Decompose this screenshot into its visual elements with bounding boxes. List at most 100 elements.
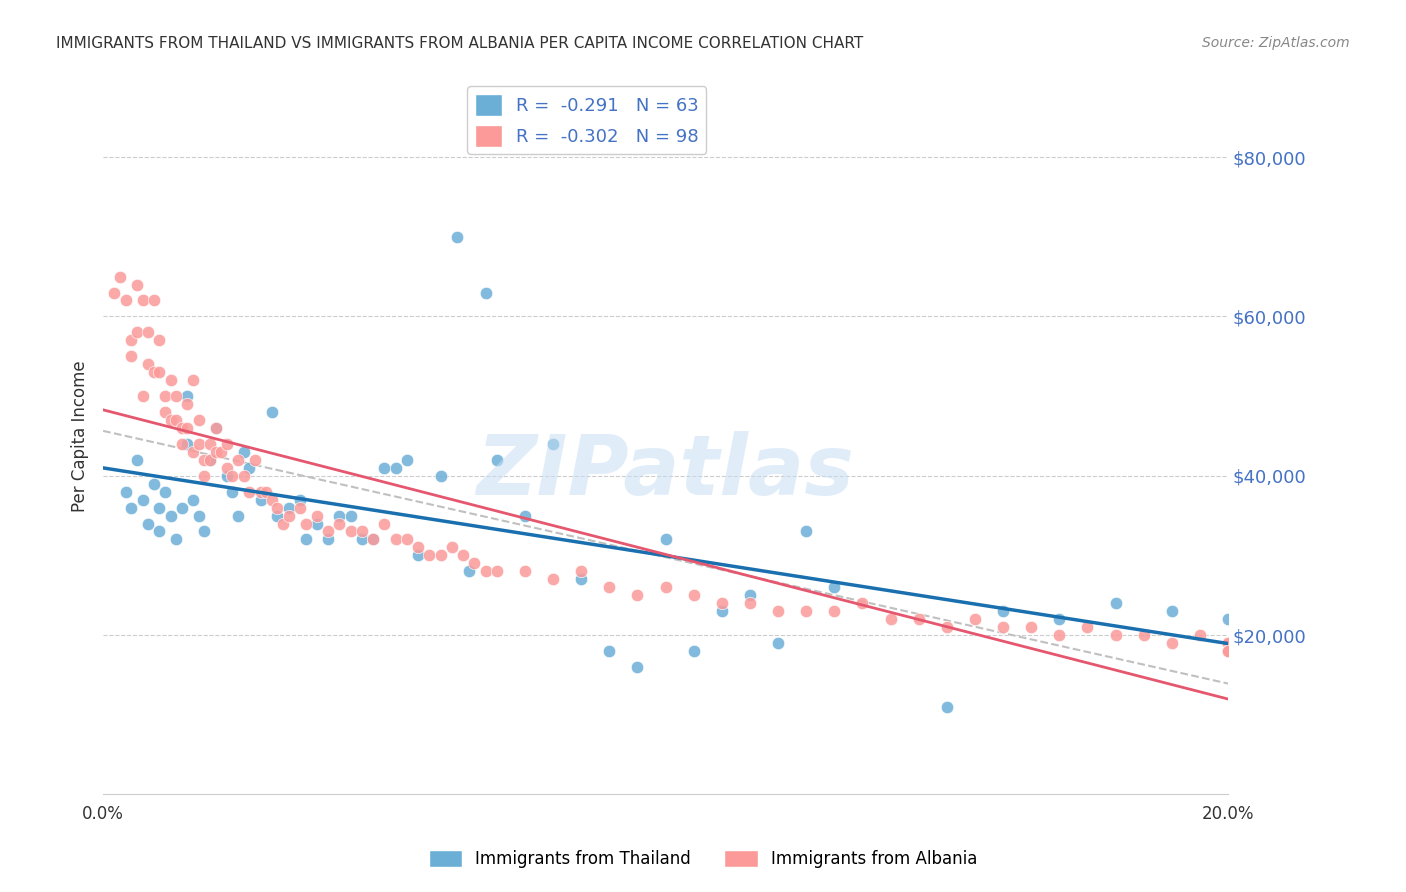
- Point: [238, 484, 260, 499]
- Text: ZIPatlas: ZIPatlas: [477, 431, 855, 512]
- Point: [710, 604, 733, 618]
- Point: [165, 389, 187, 403]
- Point: [176, 421, 198, 435]
- Point: [288, 492, 311, 507]
- Point: [1216, 644, 1239, 658]
- Point: [350, 524, 373, 539]
- Point: [120, 349, 142, 363]
- Point: [260, 405, 283, 419]
- Point: [108, 269, 131, 284]
- Point: [766, 604, 789, 618]
- Point: [170, 437, 193, 451]
- Point: [165, 533, 187, 547]
- Point: [148, 365, 170, 379]
- Point: [114, 484, 136, 499]
- Point: [350, 533, 373, 547]
- Point: [260, 492, 283, 507]
- Point: [193, 524, 215, 539]
- Point: [446, 229, 468, 244]
- Point: [148, 334, 170, 348]
- Point: [125, 326, 148, 340]
- Point: [682, 644, 704, 658]
- Point: [541, 572, 564, 586]
- Point: [316, 524, 339, 539]
- Point: [148, 524, 170, 539]
- Point: [991, 604, 1014, 618]
- Point: [159, 413, 181, 427]
- Point: [136, 357, 159, 371]
- Point: [1216, 644, 1239, 658]
- Point: [153, 389, 176, 403]
- Point: [159, 373, 181, 387]
- Point: [136, 326, 159, 340]
- Point: [1160, 636, 1182, 650]
- Point: [170, 421, 193, 435]
- Point: [136, 516, 159, 531]
- Point: [232, 468, 254, 483]
- Point: [148, 500, 170, 515]
- Point: [463, 557, 485, 571]
- Point: [120, 334, 142, 348]
- Point: [187, 413, 209, 427]
- Point: [204, 445, 226, 459]
- Point: [215, 437, 238, 451]
- Point: [823, 604, 845, 618]
- Point: [204, 421, 226, 435]
- Point: [384, 533, 406, 547]
- Point: [176, 437, 198, 451]
- Point: [125, 277, 148, 292]
- Point: [1047, 612, 1070, 626]
- Point: [181, 492, 204, 507]
- Point: [238, 460, 260, 475]
- Point: [823, 580, 845, 594]
- Point: [373, 460, 395, 475]
- Point: [226, 508, 249, 523]
- Point: [1104, 628, 1126, 642]
- Point: [851, 596, 873, 610]
- Point: [221, 484, 243, 499]
- Point: [485, 452, 508, 467]
- Point: [598, 580, 620, 594]
- Point: [288, 500, 311, 515]
- Point: [682, 588, 704, 602]
- Point: [305, 508, 328, 523]
- Point: [243, 452, 266, 467]
- Legend: Immigrants from Thailand, Immigrants from Albania: Immigrants from Thailand, Immigrants fro…: [422, 843, 984, 875]
- Point: [176, 397, 198, 411]
- Point: [131, 389, 153, 403]
- Point: [271, 516, 294, 531]
- Point: [176, 389, 198, 403]
- Point: [766, 636, 789, 650]
- Point: [254, 484, 277, 499]
- Point: [406, 549, 429, 563]
- Point: [1076, 620, 1098, 634]
- Point: [305, 516, 328, 531]
- Point: [384, 460, 406, 475]
- Point: [794, 604, 817, 618]
- Point: [131, 293, 153, 308]
- Point: [187, 437, 209, 451]
- Point: [1104, 596, 1126, 610]
- Point: [226, 452, 249, 467]
- Point: [198, 437, 221, 451]
- Point: [738, 588, 761, 602]
- Point: [249, 484, 271, 499]
- Point: [513, 508, 536, 523]
- Point: [120, 500, 142, 515]
- Point: [114, 293, 136, 308]
- Point: [395, 533, 418, 547]
- Point: [1216, 636, 1239, 650]
- Point: [429, 468, 451, 483]
- Point: [361, 533, 384, 547]
- Point: [395, 452, 418, 467]
- Point: [193, 452, 215, 467]
- Point: [221, 468, 243, 483]
- Point: [153, 484, 176, 499]
- Text: IMMIGRANTS FROM THAILAND VS IMMIGRANTS FROM ALBANIA PER CAPITA INCOME CORRELATIO: IMMIGRANTS FROM THAILAND VS IMMIGRANTS F…: [56, 36, 863, 51]
- Point: [569, 564, 592, 578]
- Point: [198, 452, 221, 467]
- Point: [193, 468, 215, 483]
- Point: [198, 452, 221, 467]
- Point: [935, 699, 957, 714]
- Point: [294, 533, 316, 547]
